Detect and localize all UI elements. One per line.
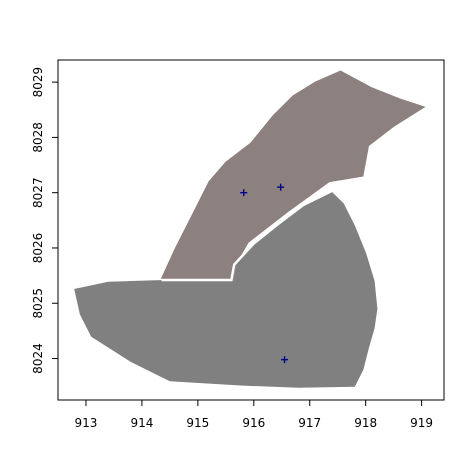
regions-layer	[74, 70, 426, 388]
region-boundary	[161, 183, 331, 282]
x-tick-label: 918	[354, 416, 377, 430]
x-tick-label: 914	[130, 416, 153, 430]
point-3	[281, 356, 289, 364]
axis-layer: 913 914 915 916 917 918 919 8024 8025 8026 8027 802…	[31, 67, 433, 430]
x-tick-label: 913	[75, 416, 98, 430]
x-tick-label: 916	[242, 416, 265, 430]
point-1	[240, 189, 248, 197]
y-tick-label: 8026	[31, 233, 45, 264]
points-layer	[240, 183, 289, 364]
y-tick-label: 8024	[31, 343, 45, 374]
y-tick-label: 8027	[31, 177, 45, 208]
boundary-layer	[161, 183, 331, 282]
y-tick-label: 8029	[31, 67, 45, 98]
point-2	[277, 183, 285, 191]
x-tick-label: 915	[186, 416, 209, 430]
x-tick-label: 919	[410, 416, 433, 430]
y-tick-label: 8025	[31, 288, 45, 319]
x-tick-label: 917	[298, 416, 321, 430]
plot-frame	[57, 59, 445, 401]
y-tick-label: 8028	[31, 122, 45, 153]
